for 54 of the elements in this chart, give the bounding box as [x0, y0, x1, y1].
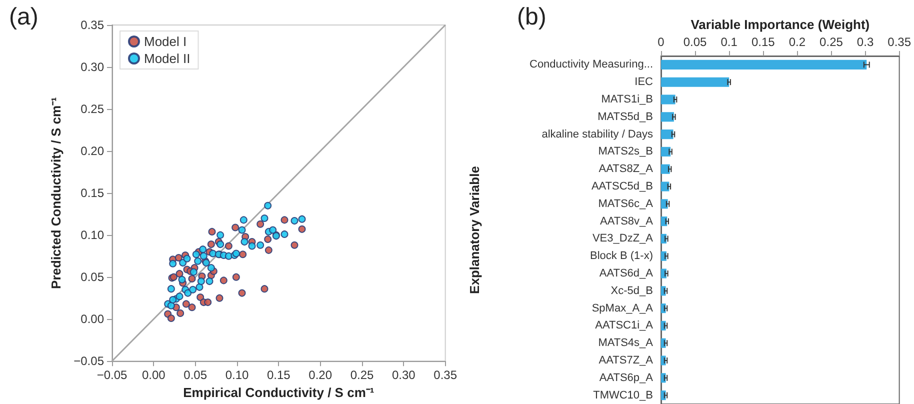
y-tick-label: MATS5d_B: [598, 110, 653, 123]
y-tick-label: AATSC5d_B: [591, 180, 653, 192]
x-tick-label: 0: [658, 35, 665, 49]
y-tick-label: alkaline stability / Days: [542, 128, 654, 140]
y-tick-label: IEC: [634, 76, 654, 88]
y-tick-label: AATS7Z_A: [598, 354, 654, 366]
y-tick-label: AATSC1i_A: [595, 320, 654, 332]
y-tick-label: 0.10: [80, 228, 104, 242]
x-axis-title: Empirical Conductivity / S cm⁻¹: [183, 385, 374, 400]
legend-label: Model II: [144, 51, 190, 66]
x-tick-label: 0.3: [856, 35, 874, 49]
y-tick-label: Xc-5d_B: [610, 284, 653, 297]
x-tick-label: 0.15: [266, 368, 291, 382]
y-tick-label: SpMax_A_A: [592, 302, 654, 314]
x-tick-label: 0.05: [683, 35, 708, 49]
x-tick-label: 0.25: [820, 35, 844, 49]
x-tick-label: 0.10: [225, 368, 249, 382]
y-tick-label: Block B (1-x): [590, 250, 653, 262]
x-tick-label: 0.1: [720, 35, 738, 49]
y-axis-title: Explanatory Variable: [467, 166, 482, 294]
y-tick-label: MATS1i_B: [601, 94, 653, 106]
x-tick-label: −0.05: [96, 368, 128, 382]
chart-title: (a): [9, 4, 38, 30]
y-tick-label: 0.15: [80, 186, 104, 200]
y-axis-title: Predicted Conductivity / S cm⁻¹: [48, 97, 64, 289]
x-axis-title: Variable Importance (Weight): [690, 17, 870, 32]
y-tick-label: Conductivity Measuring...: [530, 58, 653, 71]
y-tick-label: MATS6c_A: [598, 198, 654, 210]
x-tick-label: 0.20: [308, 368, 332, 382]
y-tick-label: 0.30: [80, 60, 104, 74]
chart-title: (b): [517, 4, 546, 30]
legend-label: Model I: [144, 34, 187, 49]
y-tick-label: AATS8v_A: [600, 215, 654, 228]
x-tick-label: 0.25: [350, 368, 374, 382]
y-tick-label: TMWC10_B: [593, 389, 653, 402]
x-tick-label: 0.05: [184, 368, 208, 382]
y-tick-label: 0.00: [80, 312, 104, 326]
x-tick-label: 0.30: [392, 368, 416, 382]
y-tick-label: 0.35: [80, 18, 104, 32]
x-tick-label: 0.35: [888, 35, 912, 49]
y-tick-label: 0.25: [80, 102, 104, 116]
x-tick-label: 0.15: [751, 35, 776, 49]
x-tick-label: 0.2: [788, 35, 806, 49]
x-tick-label: 0.00: [142, 368, 166, 382]
y-tick-label: AATS6p_A: [599, 372, 654, 384]
y-tick-label: MATS4s_A: [598, 337, 654, 350]
y-tick-label: VE3_DzZ_A: [592, 232, 654, 245]
y-tick-label: 0.20: [80, 144, 104, 158]
y-tick-label: 0.05: [80, 270, 104, 284]
y-tick-label: MATS2s_B: [598, 146, 653, 158]
y-tick-label: AATS8Z_A: [598, 163, 654, 176]
x-tick-label: 0.35: [434, 368, 458, 382]
y-tick-label: −0.05: [74, 354, 104, 368]
y-tick-label: AATS6d_A: [599, 268, 654, 280]
